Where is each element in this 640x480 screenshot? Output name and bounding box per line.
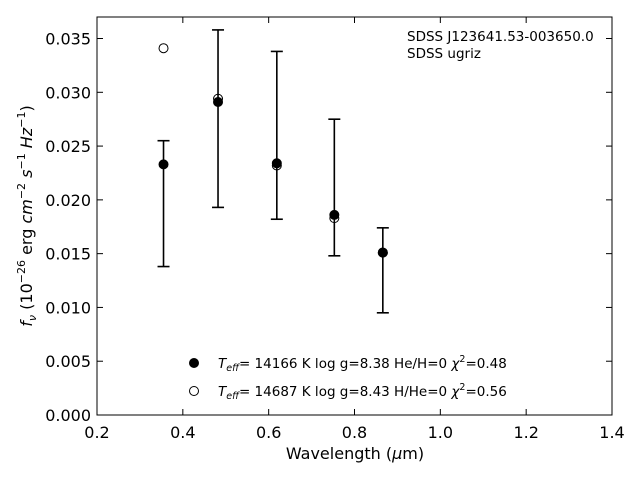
x-tick-label: 0.4 <box>170 423 195 442</box>
y-tick-label: 0.000 <box>45 406 91 425</box>
point-filled <box>158 159 169 170</box>
legend: Teff= 14166 K log g=8.38 He/H=0 χ2=0.48 … <box>189 354 507 402</box>
y-tick-label: 0.005 <box>45 352 91 371</box>
y-tick-label: 0.030 <box>45 83 91 102</box>
x-tick-label: 0.2 <box>84 423 109 442</box>
legend-marker-open <box>189 386 199 396</box>
x-tick-label: 1.4 <box>599 423 624 442</box>
point-open <box>329 213 340 224</box>
point-open <box>213 93 224 104</box>
point-filled <box>329 209 340 220</box>
point-open <box>158 43 169 54</box>
x-tick-label: 1.0 <box>428 423 453 442</box>
y-tick-label: 0.015 <box>45 245 91 264</box>
x-tick-label: 0.8 <box>342 423 367 442</box>
annotation-object: SDSS J123641.53-003650.0 <box>407 29 594 45</box>
annotation-survey: SDSS ugriz <box>407 46 481 62</box>
y-tick-label: 0.025 <box>45 137 91 156</box>
y-axis-label: fν (10−26 erg cm−2 s−1 Hz−1) <box>15 105 39 326</box>
point-filled <box>213 96 224 107</box>
point-open <box>271 160 282 171</box>
x-tick-label: 0.6 <box>256 423 281 442</box>
legend-label-open: Teff= 14687 K log g=8.43 H/He=0 χ2=0.56 <box>218 382 507 402</box>
point-open <box>377 247 388 258</box>
y-tick-label: 0.020 <box>45 191 91 210</box>
legend-label-filled: Teff= 14166 K log g=8.38 He/H=0 χ2=0.48 <box>218 354 507 374</box>
x-tick-label: 1.2 <box>513 423 538 442</box>
y-tick-label: 0.010 <box>45 298 91 317</box>
y-tick-label: 0.035 <box>45 30 91 49</box>
y-axis-ticks: 0.000 0.005 0.010 0.015 0.020 0.025 0.030 0.035 <box>45 30 612 425</box>
legend-marker-filled <box>189 358 199 368</box>
x-axis-label: Wavelength (μm) <box>286 444 424 463</box>
data-points <box>158 43 388 258</box>
error-bars <box>157 29 389 314</box>
x-axis-ticks: 0.2 0.4 0.6 0.8 1.0 1.2 1.4 <box>84 17 625 442</box>
